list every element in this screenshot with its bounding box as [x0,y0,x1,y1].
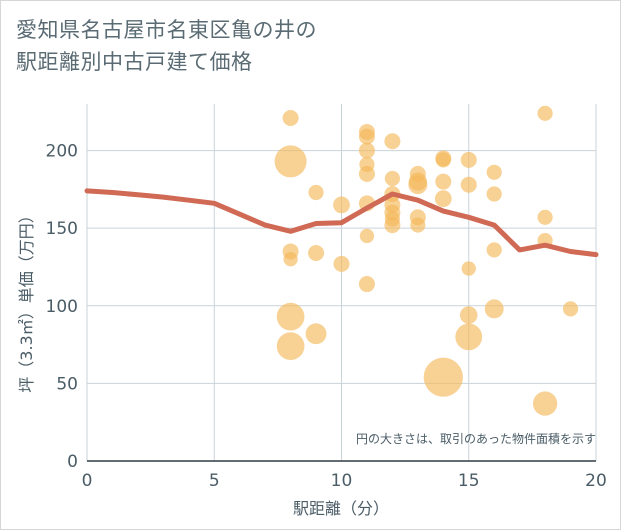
data-bubble [358,142,375,159]
data-bubble [276,302,305,331]
data-bubble [408,175,428,195]
data-bubble [358,165,375,182]
data-bubble [455,323,483,351]
y-tick-label: 150 [46,219,78,239]
data-bubble [461,261,476,276]
chart-title-line-2: 駅距離別中古戸建て価格 [16,50,253,74]
data-bubble [274,145,307,178]
data-bubble [537,105,553,121]
y-tick-label: 0 [67,452,78,472]
data-bubble [358,128,375,145]
data-bubble [486,242,502,258]
data-bubble [532,391,558,416]
data-bubble [308,245,325,262]
grid-lines [86,104,597,462]
x-tick-label: 15 [458,471,480,491]
data-bubble [435,152,451,168]
data-bubble [460,151,477,168]
data-bubble [358,276,375,293]
data-bubble [435,173,452,190]
data-bubble [384,170,400,187]
y-tick-label: 200 [46,142,78,162]
data-bubble [562,301,579,317]
y-axis-label: 坪（3.3㎡）単価（万円） [17,207,36,392]
x-tick-label: 0 [82,471,93,491]
data-bubble [423,357,463,397]
data-bubble [486,164,502,180]
data-bubble [410,217,426,233]
data-bubble [384,133,401,150]
data-bubble [283,252,298,267]
data-bubble [305,323,327,345]
chart-title-line-1: 愛知県名古屋市名東区亀の井の [16,18,317,42]
data-bubble [537,209,553,225]
x-tick-label: 20 [585,471,607,491]
x-tick-label: 10 [331,471,353,491]
data-bubble [333,255,350,272]
data-bubble [486,186,502,202]
data-bubble [282,109,299,126]
data-bubble [333,196,350,214]
data-bubble [460,176,477,193]
data-bubble [384,217,401,234]
data-bubble [459,306,478,324]
chart-title: 愛知県名古屋市名東区亀の井の 駅距離別中古戸建て価格 [16,14,317,78]
data-bubble [484,299,504,319]
y-tick-label: 100 [46,297,78,317]
x-tick-labels: 0 5 10 15 20 [82,471,607,491]
x-axis-label: 駅距離（分） [293,499,389,518]
x-tick-label: 5 [209,471,220,491]
data-bubble [308,184,324,201]
data-bubble [359,228,375,244]
trend-line [84,188,599,258]
size-note: 円の大きさは、取引のあった物件面積を示す [356,431,596,446]
y-tick-label: 50 [56,374,78,394]
data-bubble [434,190,452,208]
y-tick-labels: 0 50 100 150 200 [46,142,78,472]
data-bubble [276,332,305,360]
bubble-series [274,105,579,416]
